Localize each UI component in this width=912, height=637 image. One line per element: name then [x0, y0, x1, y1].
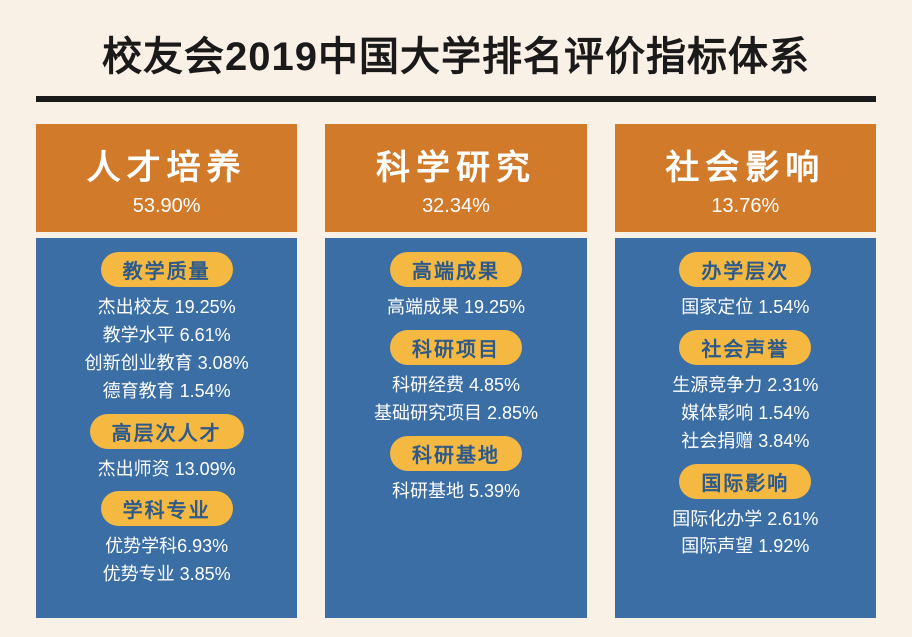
item: 优势专业 3.85% — [48, 561, 285, 589]
column-social: 社会影响 13.76% 办学层次 国家定位 1.54% 社会声誉 生源竞争力 2… — [615, 124, 876, 618]
group: 高层次人才 杰出师资 13.09% — [48, 414, 285, 484]
column-body: 高端成果 高端成果 19.25% 科研项目 科研经费 4.85% 基础研究项目 … — [325, 238, 586, 618]
column-title: 科学研究 — [325, 140, 586, 189]
column-percent: 32.34% — [325, 195, 586, 218]
group-pill: 社会声誉 — [679, 330, 811, 365]
column-title: 人才培养 — [36, 140, 297, 189]
item: 高端成果 19.25% — [337, 294, 574, 322]
item: 杰出师资 13.09% — [48, 456, 285, 484]
title-divider — [36, 96, 876, 102]
item: 基础研究项目 2.85% — [337, 400, 574, 428]
group: 学科专业 优势学科6.93% 优势专业 3.85% — [48, 491, 285, 589]
column-research: 科学研究 32.34% 高端成果 高端成果 19.25% 科研项目 科研经费 4… — [325, 124, 586, 618]
group: 办学层次 国家定位 1.54% — [627, 252, 864, 322]
columns-row: 人才培养 53.90% 教学质量 杰出校友 19.25% 教学水平 6.61% … — [36, 124, 876, 618]
column-title: 社会影响 — [615, 140, 876, 189]
main-title: 校友会2019中国大学排名评价指标体系 — [36, 24, 876, 82]
group-pill: 科研基地 — [390, 436, 522, 471]
group: 教学质量 杰出校友 19.25% 教学水平 6.61% 创新创业教育 3.08%… — [48, 252, 285, 406]
group-pill: 学科专业 — [101, 491, 233, 526]
item: 科研基地 5.39% — [337, 478, 574, 506]
column-header: 社会影响 13.76% — [615, 124, 876, 232]
group: 科研项目 科研经费 4.85% 基础研究项目 2.85% — [337, 330, 574, 428]
group-pill: 科研项目 — [390, 330, 522, 365]
group-pill: 办学层次 — [679, 252, 811, 287]
group-pill: 高端成果 — [390, 252, 522, 287]
group: 高端成果 高端成果 19.25% — [337, 252, 574, 322]
item: 教学水平 6.61% — [48, 322, 285, 350]
column-percent: 53.90% — [36, 195, 297, 218]
column-header: 人才培养 53.90% — [36, 124, 297, 232]
group-pill: 国际影响 — [679, 464, 811, 499]
item: 国家定位 1.54% — [627, 294, 864, 322]
item: 科研经费 4.85% — [337, 372, 574, 400]
item: 生源竞争力 2.31% — [627, 372, 864, 400]
item: 杰出校友 19.25% — [48, 294, 285, 322]
column-percent: 13.76% — [615, 195, 876, 218]
item: 国际化办学 2.61% — [627, 506, 864, 534]
column-talent: 人才培养 53.90% 教学质量 杰出校友 19.25% 教学水平 6.61% … — [36, 124, 297, 618]
group: 国际影响 国际化办学 2.61% 国际声望 1.92% — [627, 464, 864, 562]
infographic-container: 校友会2019中国大学排名评价指标体系 人才培养 53.90% 教学质量 杰出校… — [0, 0, 912, 618]
column-body: 办学层次 国家定位 1.54% 社会声誉 生源竞争力 2.31% 媒体影响 1.… — [615, 238, 876, 618]
item: 优势学科6.93% — [48, 533, 285, 561]
group-pill: 高层次人才 — [90, 414, 244, 449]
column-body: 教学质量 杰出校友 19.25% 教学水平 6.61% 创新创业教育 3.08%… — [36, 238, 297, 618]
column-header: 科学研究 32.34% — [325, 124, 586, 232]
group: 科研基地 科研基地 5.39% — [337, 436, 574, 506]
item: 媒体影响 1.54% — [627, 400, 864, 428]
group-pill: 教学质量 — [101, 252, 233, 287]
group: 社会声誉 生源竞争力 2.31% 媒体影响 1.54% 社会捐赠 3.84% — [627, 330, 864, 456]
item: 创新创业教育 3.08% — [48, 350, 285, 378]
item: 德育教育 1.54% — [48, 378, 285, 406]
item: 社会捐赠 3.84% — [627, 428, 864, 456]
item: 国际声望 1.92% — [627, 533, 864, 561]
